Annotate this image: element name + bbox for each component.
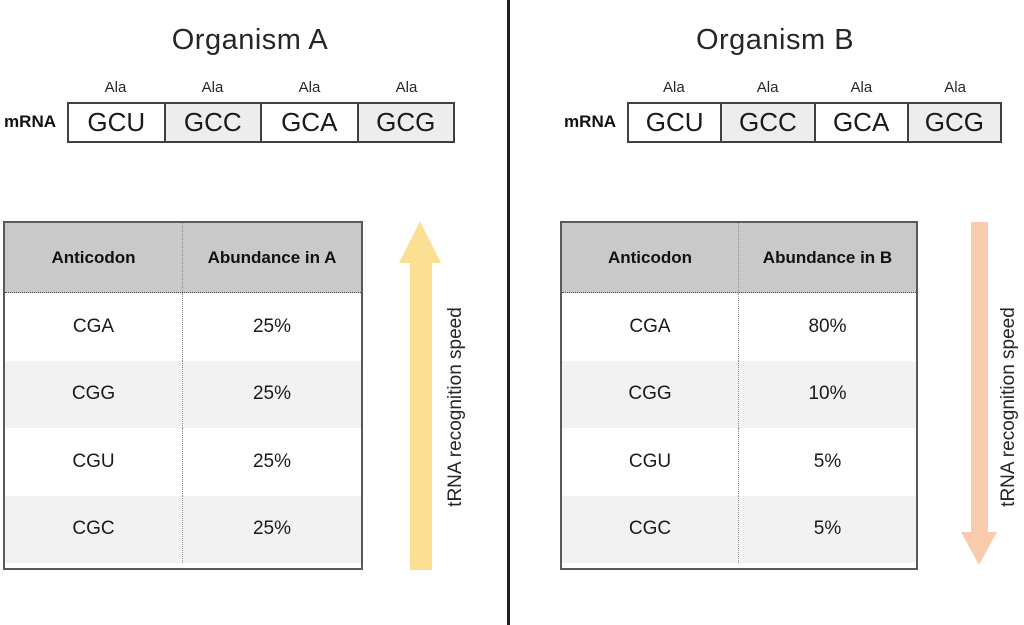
anticodon-cell: CGC: [5, 495, 183, 563]
table-row: CGC 5%: [562, 495, 916, 563]
up-arrow-shaft: [410, 262, 432, 570]
down-arrow-shaft: [971, 222, 988, 532]
codon-box: GCU: [645, 107, 704, 137]
abundance-column-header: Abundance in B: [762, 247, 893, 267]
amino-acid-label: Ala: [395, 79, 418, 96]
table-row: CGA 25%: [5, 293, 361, 361]
anticodon-column-header: Anticodon: [562, 223, 739, 292]
amino-acid-label: Ala: [850, 79, 873, 96]
table-header-row: Anticodon Abundance in A: [5, 223, 361, 293]
amino-acid-label: Ala: [663, 79, 685, 96]
amino-acid-label: Ala: [756, 79, 779, 96]
anticodon-cell: CGG: [5, 360, 183, 428]
abundance-cell: 25%: [252, 383, 292, 405]
table-row: CGU 5%: [562, 428, 916, 496]
mrna-row-label-b: mRNA: [564, 112, 616, 131]
amino-acid-label: Ala: [298, 79, 321, 96]
amino-acid-label: Ala: [944, 79, 966, 96]
codon-box: GCG: [906, 104, 1000, 141]
abundance-column-header: Abundance in A: [207, 247, 337, 267]
anticodon-cell: CGA: [5, 293, 183, 361]
codon-box: GCC: [720, 104, 814, 141]
codon-box: GCU: [87, 107, 146, 137]
table-row: CGG 25%: [5, 360, 361, 428]
down-arrow-icon: [961, 532, 997, 565]
abundance-cell: 25%: [252, 518, 292, 540]
abundance-cell: 80%: [808, 315, 847, 337]
mrna-row-label-a: mRNA: [4, 112, 56, 131]
abundance-cell: 25%: [252, 315, 292, 337]
anticodon-cell: CGA: [562, 293, 739, 361]
codon-box: GCA: [813, 104, 907, 141]
anticodon-cell: CGU: [562, 428, 739, 496]
abundance-table-a: Anticodon Abundance in A CGA 25% CGG 25%…: [3, 221, 363, 570]
codon-box: GCG: [356, 104, 453, 141]
trna-speed-label-b: tRNA recognition speed: [998, 307, 1019, 507]
table-row: CGG 10%: [562, 360, 916, 428]
amino-acid-row-b: Ala Ala Ala Ala: [627, 79, 1002, 96]
abundance-table-b: Anticodon Abundance in B CGA 80% CGG 10%…: [560, 221, 918, 570]
table-row: CGC 25%: [5, 495, 361, 563]
anticodon-cell: CGC: [562, 495, 739, 563]
anticodon-cell: CGU: [5, 428, 183, 496]
abundance-cell: 25%: [252, 450, 292, 472]
amino-acid-label: Ala: [201, 79, 224, 96]
table-row: CGU 25%: [5, 428, 361, 496]
abundance-cell: 5%: [813, 518, 842, 540]
anticodon-cell: CGG: [562, 360, 739, 428]
trna-speed-label-a: tRNA recognition speed: [445, 307, 466, 507]
table-row: CGA 80%: [562, 293, 916, 361]
organism-b-title: Organism B: [695, 24, 855, 56]
table-header-row: Anticodon Abundance in B: [562, 223, 916, 293]
abundance-cell: 10%: [808, 383, 847, 405]
anticodon-column-header: Anticodon: [5, 223, 183, 292]
mrna-codon-strip-a: GCU GCC GCA GCG: [67, 102, 455, 143]
amino-acid-label: Ala: [104, 79, 127, 96]
up-arrow-icon: [399, 221, 441, 263]
codon-box: GCC: [163, 104, 260, 141]
mrna-codon-strip-b: GCU GCC GCA GCG: [627, 102, 1002, 143]
codon-box: GCA: [260, 104, 357, 141]
organism-a-title: Organism A: [171, 24, 329, 56]
amino-acid-row-a: Ala Ala Ala Ala: [67, 79, 455, 96]
panel-divider-line: [507, 0, 510, 625]
abundance-cell: 5%: [813, 450, 842, 472]
